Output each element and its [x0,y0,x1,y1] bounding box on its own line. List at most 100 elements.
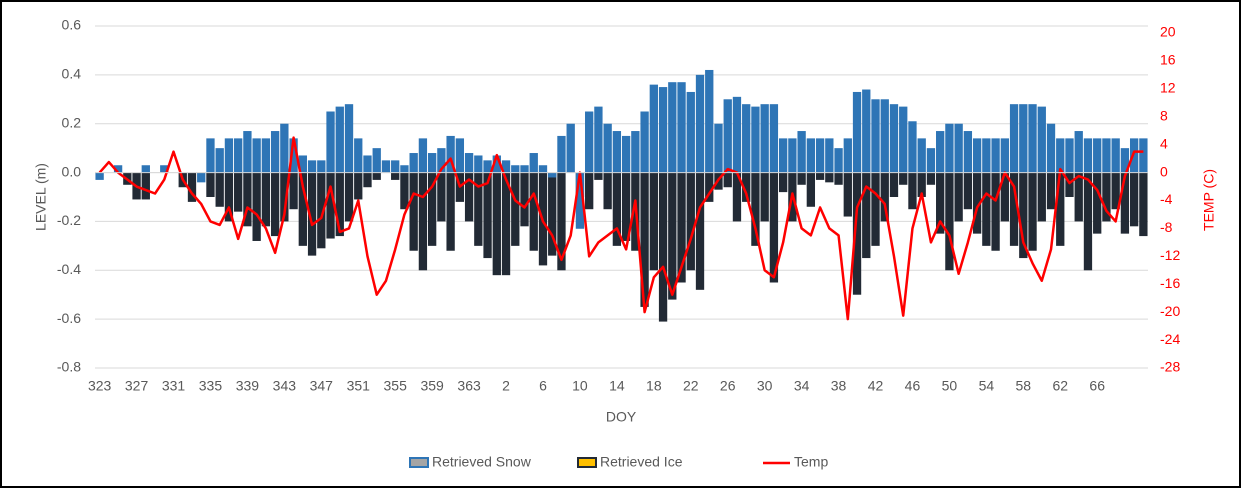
bar [769,104,779,173]
bar [317,160,326,173]
bar [520,172,529,227]
x-tick-label: 38 [831,378,847,394]
bar [788,138,797,173]
bar [575,172,585,229]
bar [1019,172,1028,259]
bar [751,172,760,246]
bar [437,172,446,222]
bar [612,172,622,246]
bar [677,172,686,283]
bar [852,172,862,295]
bar [1065,138,1074,173]
bar [1111,138,1120,173]
bar [723,99,732,173]
bar [1129,172,1139,227]
legend-label: Retrieved Snow [432,454,532,470]
bar [1102,138,1111,173]
bar [594,172,603,180]
y-tick-label: 0.0 [62,163,82,179]
bar [511,165,520,173]
bar [963,131,973,173]
bar [982,138,991,173]
x-tick-label: 327 [125,378,149,394]
x-tick-label: 34 [794,378,810,394]
bar [1000,138,1009,173]
bar [871,99,880,173]
bar [270,131,280,173]
bar [742,104,751,173]
bar [1129,138,1139,173]
x-axis-title: DOY [606,409,637,425]
bar [917,138,926,173]
bar [926,148,936,173]
bar [908,121,917,173]
bar [742,172,751,202]
x-tick-label: 22 [683,378,699,394]
y2-tick-label: -28 [1160,359,1180,375]
y2-tick-label: 8 [1160,107,1168,123]
bar [1019,104,1028,173]
bar [206,172,215,197]
y2-tick-label: -12 [1160,247,1180,263]
bar [261,138,271,173]
x-tick-label: 323 [88,378,112,394]
bar [843,138,852,173]
bar [1139,172,1148,237]
bar [936,131,945,173]
bar [880,99,889,173]
bar [714,123,723,173]
bar [391,160,400,173]
bar [1056,172,1065,246]
bar [446,172,455,251]
y-tick-label: -0.4 [57,261,81,277]
bar [797,172,806,185]
x-tick-label: 6 [539,378,547,394]
bar [335,172,344,237]
bar [418,172,428,271]
bar [501,160,511,173]
bar [899,106,908,173]
bar [917,172,926,197]
bar [658,87,668,173]
bar [1037,172,1046,222]
bar [677,82,686,173]
bar [751,106,760,173]
bar [215,148,224,173]
y-tick-label: -0.6 [57,310,81,326]
bar [483,160,492,173]
bar [344,104,354,173]
bar [409,153,418,173]
x-tick-label: 58 [1016,378,1032,394]
bar [603,123,612,173]
bar [492,155,501,173]
bar [972,138,982,173]
bar [381,160,391,173]
legend-label: Temp [794,454,828,470]
bar [612,131,622,173]
bar [317,172,326,249]
bar [141,165,150,173]
bar [1037,106,1046,173]
bar [954,172,963,222]
x-tick-label: 359 [420,378,444,394]
bar [760,172,769,222]
bar [557,172,566,271]
bar [483,172,492,259]
bar [926,172,936,185]
bar [243,131,252,173]
y-tick-label: 0.2 [62,114,82,130]
bar [280,123,289,173]
bar [991,138,1000,173]
bar [1139,138,1148,173]
bar [1074,131,1083,173]
bar [1009,104,1019,173]
bar [520,165,529,173]
y2-tick-label: 20 [1160,24,1176,40]
bar [705,172,714,202]
x-tick-label: 54 [979,378,995,394]
x-tick-label: 339 [236,378,260,394]
bar [778,138,788,173]
bar [908,172,917,210]
bar [880,172,889,222]
bar [585,111,594,173]
